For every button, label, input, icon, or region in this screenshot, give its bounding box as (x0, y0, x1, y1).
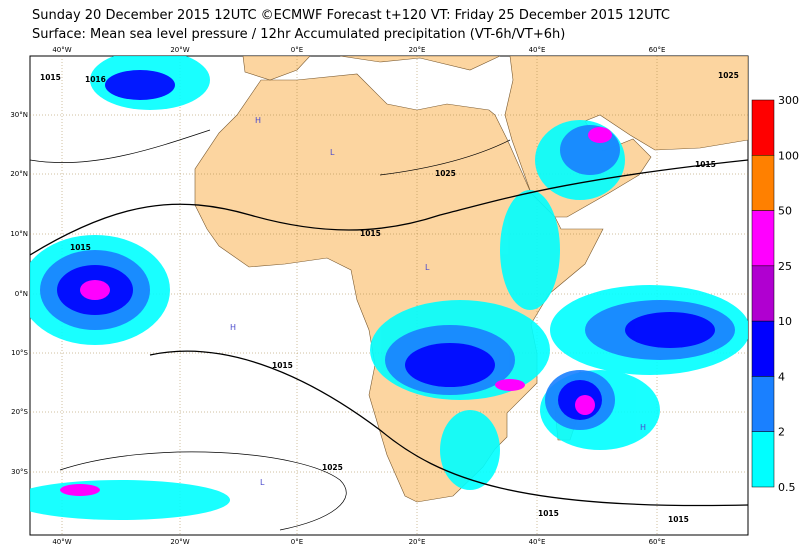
lon-label: 40°E (529, 538, 546, 546)
high: H (230, 323, 236, 332)
axes: 40°W 40°W 20°W 20°W 0°E 0°E 20°E 20°E 40°E 40°E 60… (10, 46, 665, 546)
low: L (330, 148, 335, 157)
lat-label: 30°N (10, 111, 28, 119)
colorbar-segment (751, 376, 775, 432)
map (30, 56, 748, 535)
colorbar-label: 50 (778, 205, 792, 218)
colorbar-segment (751, 431, 775, 488)
isobar-label: 1015 (360, 229, 381, 238)
isobar-label: 1015 (272, 361, 293, 370)
colorbar-label: 2 (778, 426, 785, 439)
colorbar-segment (751, 265, 775, 322)
isobar-label: 1015 (538, 509, 559, 518)
colorbar: 300 100 50 25 10 4 2 0.5 (751, 94, 799, 494)
lat-label: 0°N (15, 290, 28, 298)
precipitation (30, 56, 748, 520)
colorbar-label: 10 (778, 315, 792, 328)
isobars (30, 129, 748, 531)
isobar-labels: 1016 1015 1025 1025 1015 1015 1015 1025 … (40, 71, 739, 524)
isobar-label: 1016 (85, 75, 106, 84)
colorbar-label: 4 (778, 370, 785, 383)
lon-label: 0°E (291, 538, 303, 546)
colorbar-segment (751, 155, 775, 211)
lon-label: 40°W (52, 538, 71, 546)
graticule (30, 56, 748, 535)
isobar-label: 1015 (695, 160, 716, 169)
colorbar-label: 0.5 (778, 481, 796, 494)
isobar-label: 1015 (70, 243, 91, 252)
colorbar-label: 25 (778, 260, 792, 273)
low: L (425, 263, 430, 272)
isobar-label: 1025 (718, 71, 739, 80)
colorbar-segment (751, 210, 775, 267)
lon-label-top: 40°W (52, 46, 71, 54)
lon-label: 20°E (409, 538, 426, 546)
lon-label-top: 20°W (170, 46, 189, 54)
lon-label: 20°W (170, 538, 189, 546)
isobar-label: 1015 (668, 515, 689, 524)
colorbar-segment (751, 320, 775, 377)
high: H (640, 423, 646, 432)
high: H (255, 116, 261, 125)
lat-label: 10°S (11, 349, 28, 357)
lon-label-top: 0°E (291, 46, 303, 54)
title: Sunday 20 December 2015 12UTC ©ECMWF For… (32, 8, 670, 23)
subtitle: Surface: Mean sea level pressure / 12hr … (32, 27, 565, 42)
pressure-centers: H H H L L L (230, 116, 646, 487)
lon-label: 60°E (649, 538, 666, 546)
low: L (260, 478, 265, 487)
lon-label-top: 40°E (529, 46, 546, 54)
lon-label-top: 20°E (409, 46, 426, 54)
isobar-label: 1025 (435, 169, 456, 178)
colorbar-label: 100 (778, 149, 799, 162)
isobar-label: 1015 (40, 73, 61, 82)
lat-label: 20°N (10, 170, 28, 178)
lat-label: 20°S (11, 408, 28, 416)
lat-label: 10°N (10, 230, 28, 238)
colorbar-segment (751, 99, 775, 156)
lon-label-top: 60°E (649, 46, 666, 54)
colorbar-label: 300 (778, 94, 799, 107)
isobar-label: 1025 (322, 463, 343, 472)
lat-label: 30°S (11, 468, 28, 476)
